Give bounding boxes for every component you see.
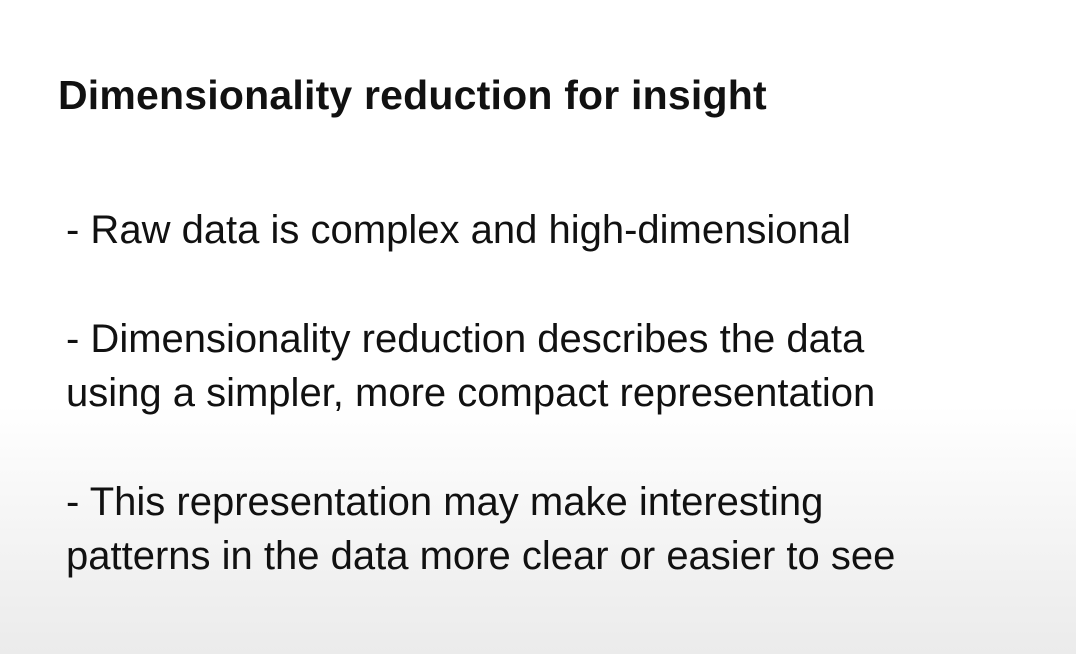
bullet-dimensionality-reduction: - Dimensionality reduction describes the…	[66, 312, 875, 420]
bullet-line: - Dimensionality reduction describes the…	[66, 317, 865, 361]
bullet-line: - Raw data is complex and high-dimension…	[66, 208, 851, 252]
bullet-line: using a simpler, more compact representa…	[66, 371, 876, 415]
bullet-line: - This representation may make interesti…	[66, 480, 824, 524]
slide-title: Dimensionality reduction for insight	[58, 72, 767, 118]
bullet-line: patterns in the data more clear or easie…	[66, 534, 896, 578]
bullet-representation-patterns: - This representation may make interesti…	[66, 475, 895, 583]
bullet-raw-data: - Raw data is complex and high-dimension…	[66, 203, 851, 257]
